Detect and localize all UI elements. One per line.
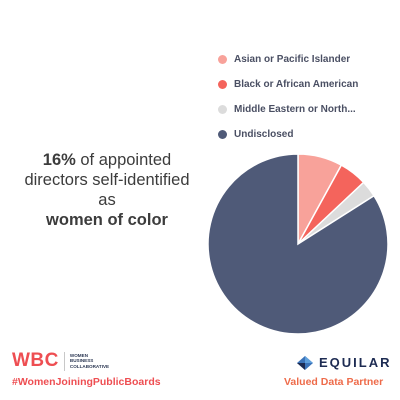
pie-chart xyxy=(207,153,389,335)
wbc-logo-divider xyxy=(63,351,65,371)
wbc-logo-words: WOMEN BUSINESS COLLABORATIVE xyxy=(70,353,109,370)
partner-text: Valued Data Partner xyxy=(284,376,384,388)
headline: 16% of appointed directors self-identifi… xyxy=(18,150,196,230)
equilar-logo: EQUILAR xyxy=(297,355,392,370)
legend-item: Middle Eastern or North... xyxy=(218,103,398,117)
chart-legend: Asian or Pacific Islander Black or Africa… xyxy=(218,52,398,153)
legend-swatch xyxy=(218,130,227,140)
legend-swatch xyxy=(218,105,227,115)
equilar-diamond-icon xyxy=(297,355,313,370)
hashtag: #WomenJoiningPublicBoards xyxy=(12,376,161,388)
wbc-word-1: WOMEN xyxy=(69,352,89,358)
headline-line-3: women of color xyxy=(46,211,168,229)
legend-item: Undisclosed xyxy=(218,128,398,142)
pie-slice xyxy=(207,153,389,335)
wbc-word-3: COLLABORATIVE xyxy=(69,363,110,369)
headline-line1-rest: of appointed xyxy=(75,151,172,169)
legend-item: Asian or Pacific Islander xyxy=(218,52,398,66)
legend-swatch xyxy=(218,54,227,64)
legend-label: Middle Eastern or North... xyxy=(234,104,356,116)
legend-item: Black or African American xyxy=(218,77,398,91)
headline-percent: 16% xyxy=(42,151,76,169)
wbc-logo: WBC WOMEN BUSINESS COLLABORATIVE xyxy=(12,351,109,371)
equilar-name: EQUILAR xyxy=(319,355,392,370)
headline-line-2: directors self-identified as xyxy=(24,171,190,209)
legend-label: Asian or Pacific Islander xyxy=(234,53,351,65)
legend-label: Undisclosed xyxy=(234,129,294,141)
legend-swatch xyxy=(218,79,227,89)
legend-label: Black or African American xyxy=(234,78,359,90)
headline-line-1: 16% of appointed xyxy=(18,150,196,170)
wbc-word-2: BUSINESS xyxy=(69,358,94,364)
wbc-logo-mark: WBC xyxy=(12,350,59,371)
